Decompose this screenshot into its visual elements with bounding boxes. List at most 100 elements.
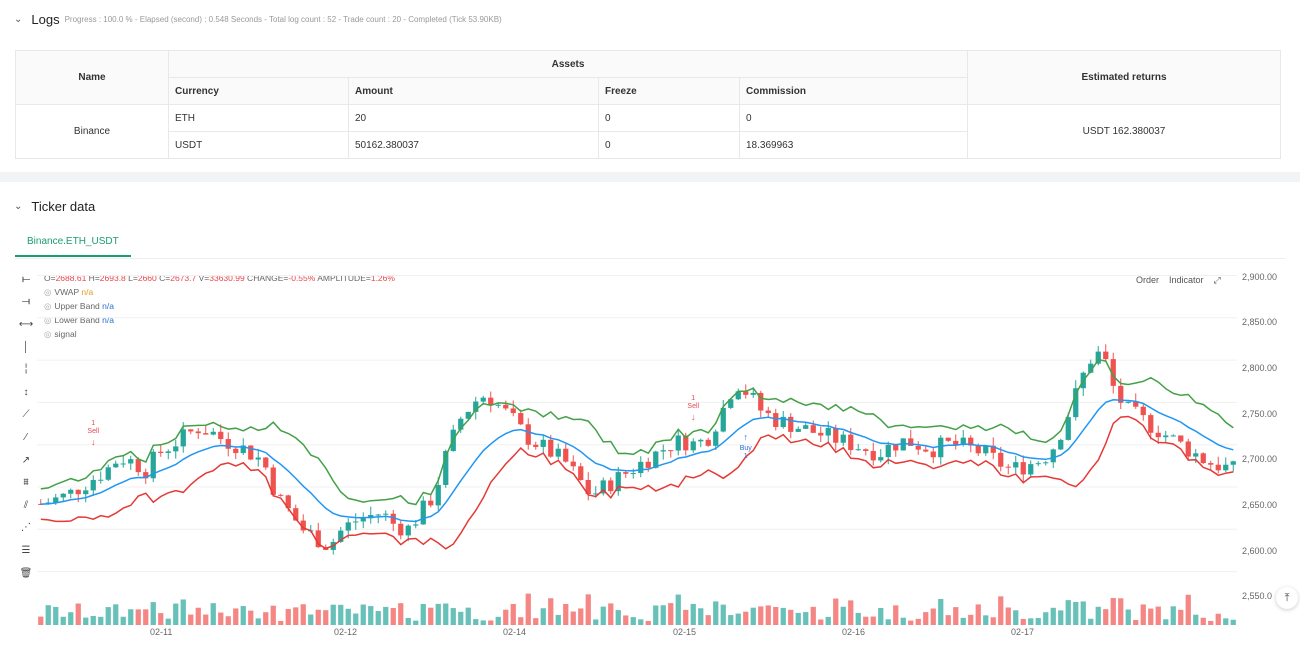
chevron-down-icon[interactable]: ⌄ bbox=[14, 14, 23, 25]
volume-bar bbox=[915, 618, 921, 625]
vertical-line-icon[interactable]: │ bbox=[22, 341, 30, 353]
chevron-down-icon[interactable]: ⌄ bbox=[14, 201, 23, 212]
candle-body bbox=[945, 437, 951, 441]
volume-bar bbox=[1148, 608, 1154, 625]
candle-body bbox=[893, 444, 899, 451]
horizontal-segment-icon[interactable]: ⟷ bbox=[18, 318, 34, 330]
ray-line-icon[interactable]: ⁄ bbox=[25, 431, 27, 443]
candle-body bbox=[1208, 463, 1214, 465]
vertical-segment-icon[interactable]: ╎ bbox=[22, 364, 30, 376]
candle-body bbox=[690, 441, 696, 451]
volume-bar bbox=[285, 609, 291, 625]
volume-bar bbox=[173, 603, 179, 625]
eye-icon[interactable]: ◎ bbox=[44, 287, 52, 297]
volume-bar bbox=[990, 617, 996, 625]
parallel-channel-icon[interactable]: ⫽ bbox=[23, 499, 29, 511]
price-line-icon[interactable]: ⩩ bbox=[23, 477, 29, 489]
ticker-header[interactable]: ⌄ Ticker data bbox=[14, 199, 95, 214]
currency-cell: USDT bbox=[168, 131, 349, 159]
legend-upper-band[interactable]: ◎ Upper Band n/a bbox=[44, 301, 114, 311]
candle-body bbox=[593, 493, 599, 495]
volume-bar bbox=[360, 604, 366, 625]
candle-body bbox=[383, 513, 389, 515]
candle-body bbox=[90, 479, 96, 491]
signal-label: Sell bbox=[687, 403, 699, 410]
volume-bar bbox=[38, 616, 44, 625]
candle-body bbox=[518, 413, 524, 425]
legend-lower-band[interactable]: ◎ Lower Band n/a bbox=[44, 315, 114, 325]
eye-icon[interactable]: ◎ bbox=[44, 315, 52, 325]
candle-body bbox=[998, 452, 1004, 467]
volume-bar bbox=[315, 609, 321, 625]
volume-bar bbox=[300, 604, 306, 625]
volume-bar bbox=[698, 608, 704, 625]
candle-body bbox=[653, 451, 659, 468]
candle-body bbox=[1155, 432, 1161, 438]
candle-body bbox=[728, 399, 734, 408]
amount-cell: 20 bbox=[348, 104, 599, 132]
candle-body bbox=[870, 450, 876, 461]
horizontal-ray-icon[interactable]: ⟞ bbox=[21, 296, 31, 308]
volume-bar bbox=[608, 603, 614, 625]
vertical-ray-icon[interactable]: ↕ bbox=[23, 386, 29, 398]
eye-icon[interactable]: ◎ bbox=[44, 301, 52, 311]
candle-body bbox=[428, 500, 434, 506]
volume-bar bbox=[383, 606, 389, 625]
logs-header[interactable]: ⌄ Logs Progress : 100.0 % - Elapsed (sec… bbox=[14, 12, 502, 27]
volume-bar bbox=[825, 616, 831, 625]
candle-body bbox=[1088, 363, 1094, 373]
volume-bar bbox=[623, 615, 629, 625]
volume-bar bbox=[1050, 607, 1056, 625]
volume-bar bbox=[660, 605, 666, 625]
candle-body bbox=[488, 397, 494, 406]
candle-body bbox=[165, 451, 171, 453]
arrow-line-icon[interactable]: ↗ bbox=[21, 454, 31, 466]
volume-bar bbox=[518, 617, 524, 625]
candle-body bbox=[938, 437, 944, 458]
commission-cell: 0 bbox=[739, 104, 968, 132]
ruler-icon[interactable]: ☰ bbox=[21, 544, 31, 556]
legend-vwap[interactable]: ◎ VWAP n/a bbox=[44, 287, 94, 297]
candle-body bbox=[623, 472, 629, 474]
order-button[interactable]: Order bbox=[1136, 275, 1160, 285]
volume-bar bbox=[1133, 619, 1139, 625]
volume-bar bbox=[773, 606, 779, 625]
candle-body bbox=[548, 439, 554, 457]
volume-bar bbox=[510, 603, 516, 625]
candle-body bbox=[975, 445, 981, 454]
volume-bar bbox=[1005, 607, 1011, 625]
table-row: USDT 50162.380037 0 18.369963 bbox=[16, 131, 1281, 159]
volume-bar bbox=[1230, 619, 1236, 625]
volume-bar bbox=[900, 617, 906, 625]
trend-line-icon[interactable]: ⟋ bbox=[22, 409, 30, 421]
volume-bar bbox=[863, 616, 869, 625]
candle-body bbox=[660, 450, 666, 452]
volume-bar bbox=[1058, 610, 1064, 625]
volume-bar bbox=[330, 604, 336, 625]
fullscreen-icon[interactable]: ⤢ bbox=[1213, 275, 1221, 285]
candle-body bbox=[188, 429, 194, 432]
currency-cell: ETH bbox=[168, 104, 349, 132]
tab-eth-usdt[interactable]: Binance.ETH_USDT bbox=[15, 227, 131, 257]
candle-body bbox=[600, 480, 606, 494]
scroll-top-button[interactable]: ⤒ bbox=[1276, 587, 1298, 609]
trash-icon[interactable]: 🗑 bbox=[19, 567, 33, 579]
volume-bar bbox=[473, 619, 479, 625]
candle-body bbox=[143, 472, 149, 479]
volume-bar bbox=[120, 616, 126, 625]
volume-bar bbox=[233, 608, 239, 625]
legend-signal[interactable]: ◎ signal bbox=[44, 329, 77, 339]
fib-icon[interactable]: ⋰ bbox=[21, 522, 31, 534]
volume-bar bbox=[758, 606, 764, 625]
indicator-button[interactable]: Indicator bbox=[1169, 275, 1204, 285]
volume-bar bbox=[878, 607, 884, 625]
eye-icon[interactable]: ◎ bbox=[44, 329, 52, 339]
horizontal-line-icon[interactable]: ⟝ bbox=[21, 273, 31, 285]
candle-body bbox=[60, 493, 66, 498]
candle-body bbox=[1028, 464, 1034, 475]
candle-body bbox=[263, 457, 269, 468]
volume-bar bbox=[630, 617, 636, 625]
volume-bar bbox=[495, 616, 501, 625]
volume-bar bbox=[578, 608, 584, 625]
